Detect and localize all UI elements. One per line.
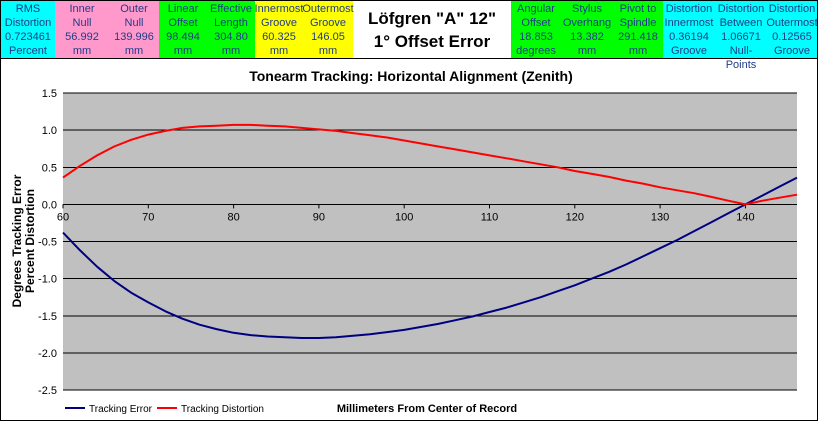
param-inner-null-l2: Null (72, 17, 92, 29)
y-tick-label: -1.0 (38, 274, 57, 286)
param-inner-null-l4: mm (72, 45, 92, 57)
tracking-chart: Tonearm Tracking: Horizontal Alignment (… (10, 68, 798, 415)
param-stylus-overhang-l2: Overhang (562, 17, 612, 29)
param-distortion-innermost-groove-l4: Groove (670, 45, 708, 57)
param-innermost-groove-l3: 60.325 (262, 31, 296, 43)
param-inner-null-l1: Inner (69, 3, 95, 15)
param-pivot-to-spindle-l3: 291.418 (618, 31, 658, 43)
param-cell-pivot-to-spindle: Pivot to Spindle 291.418 mm (613, 1, 663, 58)
x-tick-label: 70 (142, 211, 154, 223)
param-distortion-between-null-points-l3: 1.06671 (721, 31, 761, 43)
param-outermost-groove-l1: Outermost (302, 3, 354, 15)
x-tick-label: 80 (227, 211, 239, 223)
param-distortion-outermost-groove-l2: Outermost (766, 17, 818, 29)
param-outer-null-l3: 139.996 (114, 31, 154, 43)
param-angular-offset-l3: 18.853 (519, 31, 553, 43)
param-effective-length-l4: mm (221, 45, 241, 57)
param-distortion-between-null-points-l1: Distortion (717, 3, 765, 15)
param-distortion-innermost-groove-l1: Distortion (665, 3, 713, 15)
param-outermost-groove-l2: Groove (309, 17, 347, 29)
param-linear-offset-l2: Offset (168, 17, 198, 29)
param-distortion-outermost-groove-l3: 0.12565 (772, 31, 812, 43)
param-cell-angular-offset: Angular Offset 18.853 degrees (511, 1, 561, 58)
param-linear-offset-l1: Linear (167, 3, 199, 15)
series-line-tracking-distortion (62, 123, 798, 206)
x-tick-label: 130 (651, 211, 669, 223)
sheet-title-line2: 1° Offset Error (373, 31, 491, 51)
series-line-tracking-error (62, 176, 798, 339)
x-axis-label: Millimeters From Center of Record (337, 403, 517, 415)
param-effective-length-l1: Effective (210, 3, 252, 15)
y-tick-label: -0.5 (38, 237, 57, 249)
legend-label-tracking-error: Tracking Error (89, 404, 153, 415)
param-effective-length-l2: Length (214, 17, 248, 29)
param-cell-distortion-outermost-groove: Distortion Outermost 0.12565 Groove (766, 1, 818, 58)
x-tick-label: 60 (57, 211, 69, 223)
param-pivot-to-spindle-l4: mm (628, 45, 648, 57)
x-tick-label: 120 (566, 211, 584, 223)
x-tick-label: 140 (736, 211, 754, 223)
x-tick-label: 90 (313, 211, 325, 223)
param-rms-distortion-l3: 0.723461 (5, 31, 51, 43)
x-tick-label: 100 (395, 211, 413, 223)
y-tick-label: -1.5 (38, 311, 57, 323)
y-tick-label: -2.0 (38, 348, 57, 360)
param-outer-null-l2: Null (124, 17, 144, 29)
param-cell-stylus-overhang: Stylus Overhang 13.382 mm (561, 1, 613, 58)
param-cell-distortion-between-null-points: Distortion Between 1.06671 Null-Points (715, 1, 767, 71)
param-cell-innermost-groove: Innermost Groove 60.325 mm (255, 1, 303, 58)
param-innermost-groove-l4: mm (269, 45, 289, 57)
param-cell-rms-distortion: RMS Distortion 0.723461 Percent (1, 1, 55, 58)
param-distortion-between-null-points-l4: Null-Points (725, 45, 757, 71)
y-tick-label: 1.5 (42, 88, 57, 100)
param-innermost-groove-l1: Innermost (254, 3, 304, 15)
param-inner-null-l3: 56.992 (65, 31, 99, 43)
sheet-title-line1: Löfgren "A" 12" (367, 8, 497, 28)
param-distortion-innermost-groove-l3: 0.36194 (669, 31, 709, 43)
param-rms-distortion-l2: Distortion (4, 17, 52, 29)
param-cell-effective-length: Effective Length 304.80 mm (207, 1, 255, 58)
param-angular-offset-l2: Offset (521, 17, 551, 29)
param-linear-offset-l4: mm (173, 45, 193, 57)
param-rms-distortion-l1: RMS (15, 3, 41, 15)
param-pivot-to-spindle-l1: Pivot to (619, 3, 657, 15)
param-outermost-groove-l3: 146.05 (311, 31, 345, 43)
param-stylus-overhang-l4: mm (577, 45, 597, 57)
param-cell-linear-offset: Linear Offset 98.494 mm (159, 1, 207, 58)
param-cell-outermost-groove: Outermost Groove 146.05 mm (302, 1, 354, 58)
param-stylus-overhang-l1: Stylus (572, 3, 602, 15)
param-cell-outer-null: Outer Null 139.996 mm (109, 1, 159, 58)
legend: Tracking Error Tracking Distortion (65, 404, 264, 415)
param-distortion-between-null-points-l2: Between (719, 17, 763, 29)
param-rms-distortion-l4: Percent (9, 45, 47, 57)
param-linear-offset-l3: 98.494 (166, 31, 200, 43)
param-effective-length-l3: 304.80 (214, 31, 248, 43)
param-angular-offset-l1: Angular (517, 3, 555, 15)
param-distortion-outermost-groove-l4: Groove (773, 45, 811, 57)
param-cell-distortion-innermost-groove: Distortion Innermost 0.36194 Groove (663, 1, 715, 58)
param-outer-null-l4: mm (124, 45, 144, 57)
y-tick-label: 0.0 (42, 199, 57, 211)
param-distortion-innermost-groove-l2: Innermost (664, 17, 714, 29)
y-axis-label-line1: Degrees Tracking Error (10, 174, 24, 307)
chart-title: Tonearm Tracking: Horizontal Alignment (… (249, 68, 573, 84)
param-cell-inner-null: Inner Null 56.992 mm (55, 1, 109, 58)
param-pivot-to-spindle-l2: Spindle (619, 17, 657, 29)
param-outer-null-l1: Outer (120, 3, 148, 15)
param-innermost-groove-l2: Groove (260, 17, 298, 29)
y-tick-label: -2.5 (38, 385, 57, 397)
legend-label-tracking-distortion: Tracking Distortion (181, 404, 264, 415)
x-tick-label: 110 (481, 211, 499, 223)
sheet-title: Löfgren "A" 12" 1° Offset Error (353, 1, 511, 58)
param-outermost-groove-l4: mm (318, 45, 338, 57)
y-tick-label: 1.0 (42, 125, 57, 137)
param-stylus-overhang-l3: 13.382 (570, 31, 604, 43)
param-distortion-outermost-groove-l1: Distortion (768, 3, 816, 15)
param-angular-offset-l4: degrees (516, 45, 556, 57)
y-axis-label-line2: Percent Distortion (23, 189, 37, 293)
y-tick-label: 0.5 (42, 162, 57, 174)
parameter-header: RMS Distortion 0.723461 Percent Inner Null 56.… (1, 1, 818, 71)
